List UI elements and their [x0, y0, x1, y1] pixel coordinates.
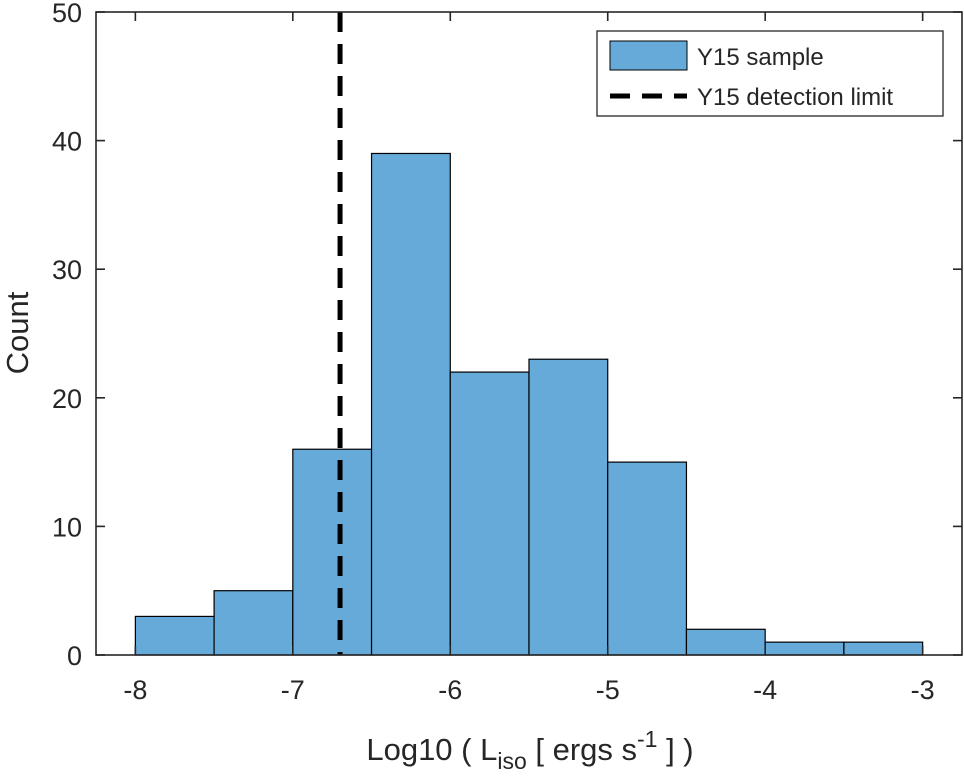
histogram-bar: [764, 641, 845, 656]
x-tick-label: -4: [753, 675, 777, 705]
histogram-bar: [528, 358, 609, 656]
x-axis-label-superscript: -1: [637, 726, 657, 752]
y-tick-label: 0: [67, 641, 82, 671]
legend-label-detection-limit: Y15 detection limit: [697, 84, 893, 111]
histogram-bar: [607, 461, 688, 656]
x-axis-label-suffix: ] ): [657, 732, 693, 767]
x-axis-label-middle: [ ergs s: [527, 732, 637, 767]
y-tick-label: 50: [52, 0, 82, 28]
histogram-bar: [449, 371, 530, 656]
x-axis-label-prefix: Log10 ( L: [366, 732, 497, 767]
histogram-bar: [370, 152, 451, 656]
legend-label-sample: Y15 sample: [697, 44, 824, 71]
histogram-bar: [213, 590, 294, 656]
y-axis-label: Count: [0, 291, 35, 374]
legend-patch-sample: [609, 40, 688, 71]
y-tick-label: 40: [52, 127, 82, 157]
y-tick-label: 30: [52, 255, 82, 285]
x-axis-label: Log10 ( Liso [ ergs s-1 ] ): [366, 726, 693, 774]
histogram-bar: [292, 448, 373, 656]
x-tick-label: -7: [281, 675, 305, 705]
x-axis-label-subscript: iso: [497, 748, 526, 774]
histogram-bars: [134, 152, 924, 656]
x-axis-ticks: -8 -7 -6 -5 -4 -3: [123, 12, 935, 705]
y-axis-ticks: 0 10 20 30 40 50: [52, 0, 962, 671]
y-tick-label: 20: [52, 384, 82, 414]
legend: Y15 sample Y15 detection limit: [596, 30, 944, 117]
histogram-bar: [685, 628, 766, 656]
x-tick-label: -8: [123, 675, 147, 705]
x-tick-label: -6: [438, 675, 462, 705]
y-tick-label: 10: [52, 512, 82, 542]
x-tick-label: -3: [911, 675, 935, 705]
x-tick-label: -5: [596, 675, 620, 705]
plot-area-frame: [95, 11, 963, 656]
histogram-bar: [134, 615, 215, 656]
histogram-bar: [843, 641, 924, 656]
